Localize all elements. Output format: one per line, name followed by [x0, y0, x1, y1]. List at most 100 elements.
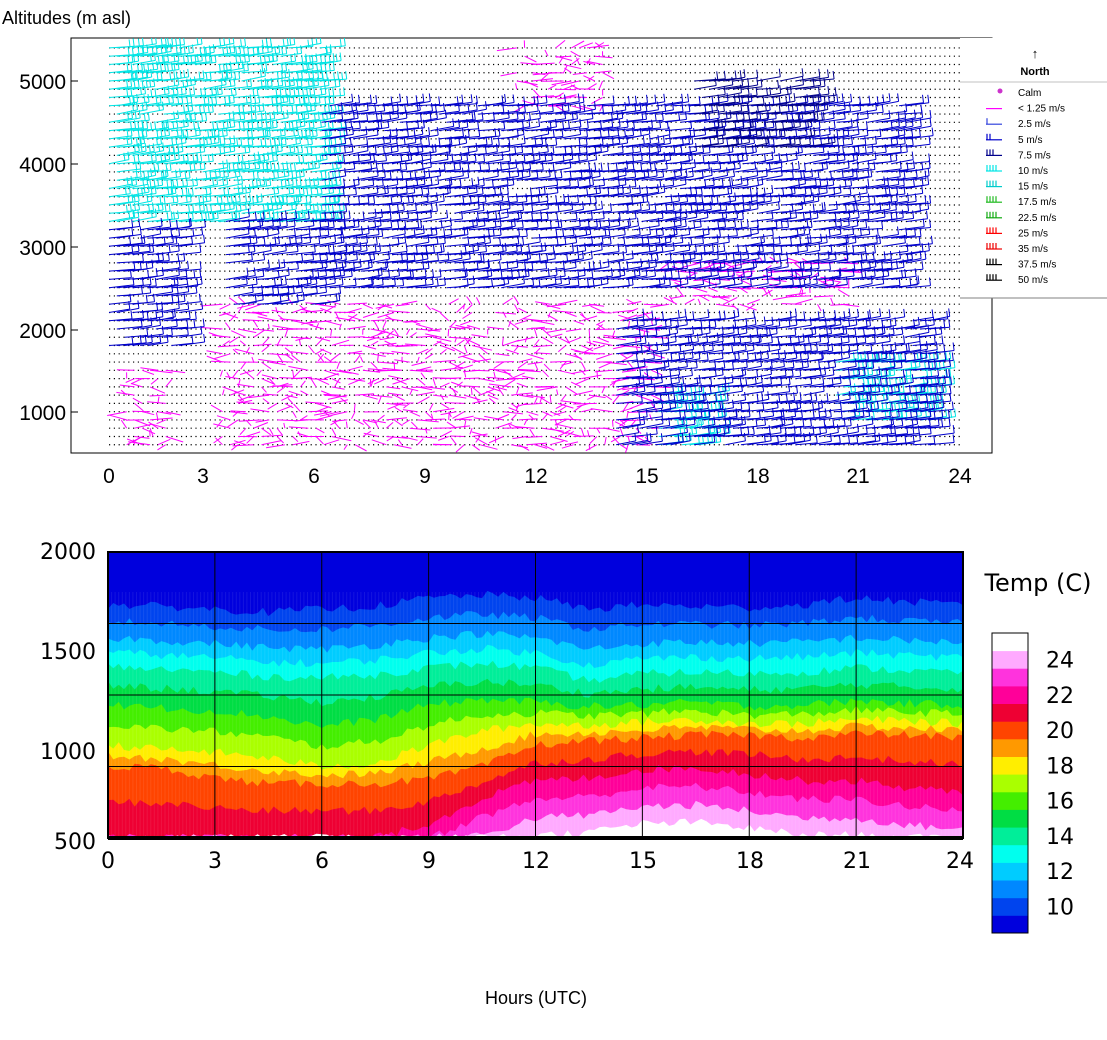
wind-barb-shaft: [535, 301, 551, 305]
wind-barb-shaft: [450, 435, 465, 437]
wind-barb-tick: [328, 54, 331, 63]
wind-barb-shaft: [323, 304, 337, 313]
wind-barb-tick: [235, 55, 238, 64]
wind-barb-shaft: [604, 361, 627, 366]
wind-barb-tick: [153, 163, 156, 172]
wind-barb-tick: [200, 212, 203, 221]
wind-barb-shaft: [611, 378, 629, 383]
wind-barb-tick: [263, 68, 266, 77]
wind-barb-shaft: [515, 426, 535, 429]
wind-barb-shaft: [840, 270, 862, 273]
wind-barb-shaft: [330, 328, 333, 336]
wind-barb-shaft: [116, 391, 135, 396]
wind-barb-tick: [718, 401, 720, 410]
wind-barb-shaft: [781, 303, 802, 305]
wind-barb-shaft: [331, 399, 349, 404]
wind-barb-shaft: [239, 369, 254, 375]
wind-barb-shaft: [315, 336, 331, 342]
wind-barb-tick: [162, 120, 165, 129]
wind-barb-tick: [155, 38, 157, 44]
wind-barb-shaft: [456, 381, 463, 388]
wind-barb-tick: [719, 392, 722, 401]
wind-barb-shaft: [405, 320, 426, 323]
wind-barb-tick: [199, 162, 202, 171]
wind-barb-tick: [239, 112, 242, 121]
wind-barb-shaft: [440, 402, 450, 409]
wind-barb-shaft: [518, 394, 534, 398]
wind-barb-tick: [192, 153, 195, 163]
wind-barb-shaft: [267, 323, 270, 330]
wind-barb-tick: [289, 163, 292, 172]
wind-barb-shaft: [513, 304, 520, 313]
wind-barb-shaft: [222, 312, 239, 319]
wind-barb-tick: [165, 163, 168, 172]
wind-barb-tick: [238, 105, 241, 114]
wind-barb-shaft: [120, 419, 128, 429]
wind-barb-tick: [187, 45, 190, 54]
wind-barb-tick: [219, 38, 222, 47]
wind-barb-tick: [137, 79, 140, 88]
wind-barb-shaft: [539, 73, 549, 82]
wind-barb-tick: [197, 120, 200, 129]
wind-barb-tick: [168, 203, 171, 212]
wind-barb-shaft: [561, 444, 574, 449]
wind-barb-shaft: [202, 93, 223, 98]
wind-barb-shaft: [581, 345, 594, 352]
wind-barb-shaft: [393, 328, 399, 336]
wind-barb-shaft: [502, 312, 507, 318]
wind-barb-shaft: [501, 337, 504, 346]
wind-barb-shaft: [590, 305, 605, 313]
wind-barb-shaft: [264, 144, 287, 148]
wind-barb-shaft: [558, 55, 565, 64]
wind-barb-shaft: [261, 386, 267, 393]
wind-barb-shaft: [528, 414, 535, 421]
wind-barb-shaft: [456, 339, 465, 346]
wind-barb-tick: [339, 88, 342, 97]
wind-barb-tick: [264, 77, 267, 87]
wind-barb-shaft: [513, 345, 520, 352]
wind-barb-shaft: [522, 375, 535, 380]
wind-barb-shaft: [592, 340, 613, 346]
wind-barb-tick: [299, 119, 302, 128]
wind-barb-shaft: [503, 427, 526, 429]
wind-barb-shaft: [449, 326, 465, 330]
wind-barb-shaft: [200, 303, 223, 307]
wind-barb-shaft: [323, 356, 332, 363]
wind-barb-shaft: [534, 397, 538, 404]
wind-barb-tick: [180, 86, 183, 96]
wind-barb-shaft: [163, 151, 183, 156]
wind-barb-shaft: [386, 436, 408, 439]
wind-barb-tick: [269, 38, 272, 47]
wind-barb-shaft: [470, 387, 473, 396]
wind-barb-tick: [253, 152, 256, 161]
wind-barb-tick: [185, 194, 188, 203]
wind-barb-tick: [205, 194, 208, 203]
wind-barb-tick: [271, 120, 274, 129]
wind-barb-tick: [286, 109, 289, 118]
wind-barb-shaft: [253, 320, 259, 328]
wind-barb-tick: [207, 95, 210, 104]
wind-barb-shaft: [594, 369, 613, 373]
wind-barb-shaft: [156, 419, 166, 425]
wind-barb-shaft: [277, 419, 298, 422]
wind-barb-shaft: [596, 427, 601, 434]
wind-barb-shaft: [715, 278, 731, 281]
wind-barb-shaft: [323, 393, 340, 396]
wind-barb-shaft: [339, 369, 359, 375]
wind-barb-tick: [328, 88, 331, 97]
wind-barb-shaft: [801, 289, 804, 296]
wind-barb-shaft: [587, 430, 590, 437]
wind-barb-shaft: [280, 185, 302, 189]
wind-barb-tick: [235, 46, 238, 55]
wind-barb-shaft: [548, 312, 551, 318]
wind-barb-shaft: [874, 374, 895, 380]
wind-barb-shaft: [261, 374, 278, 380]
wind-barb-shaft: [377, 353, 379, 362]
wind-barb-tick: [714, 401, 717, 410]
wind-barb-tick: [854, 383, 856, 392]
wind-barb-shaft: [444, 402, 465, 404]
wind-barb-shaft: [348, 352, 363, 355]
wind-barb-shaft: [510, 372, 525, 380]
wind-barb-shaft: [451, 381, 465, 388]
wind-barb-tick: [902, 384, 905, 393]
